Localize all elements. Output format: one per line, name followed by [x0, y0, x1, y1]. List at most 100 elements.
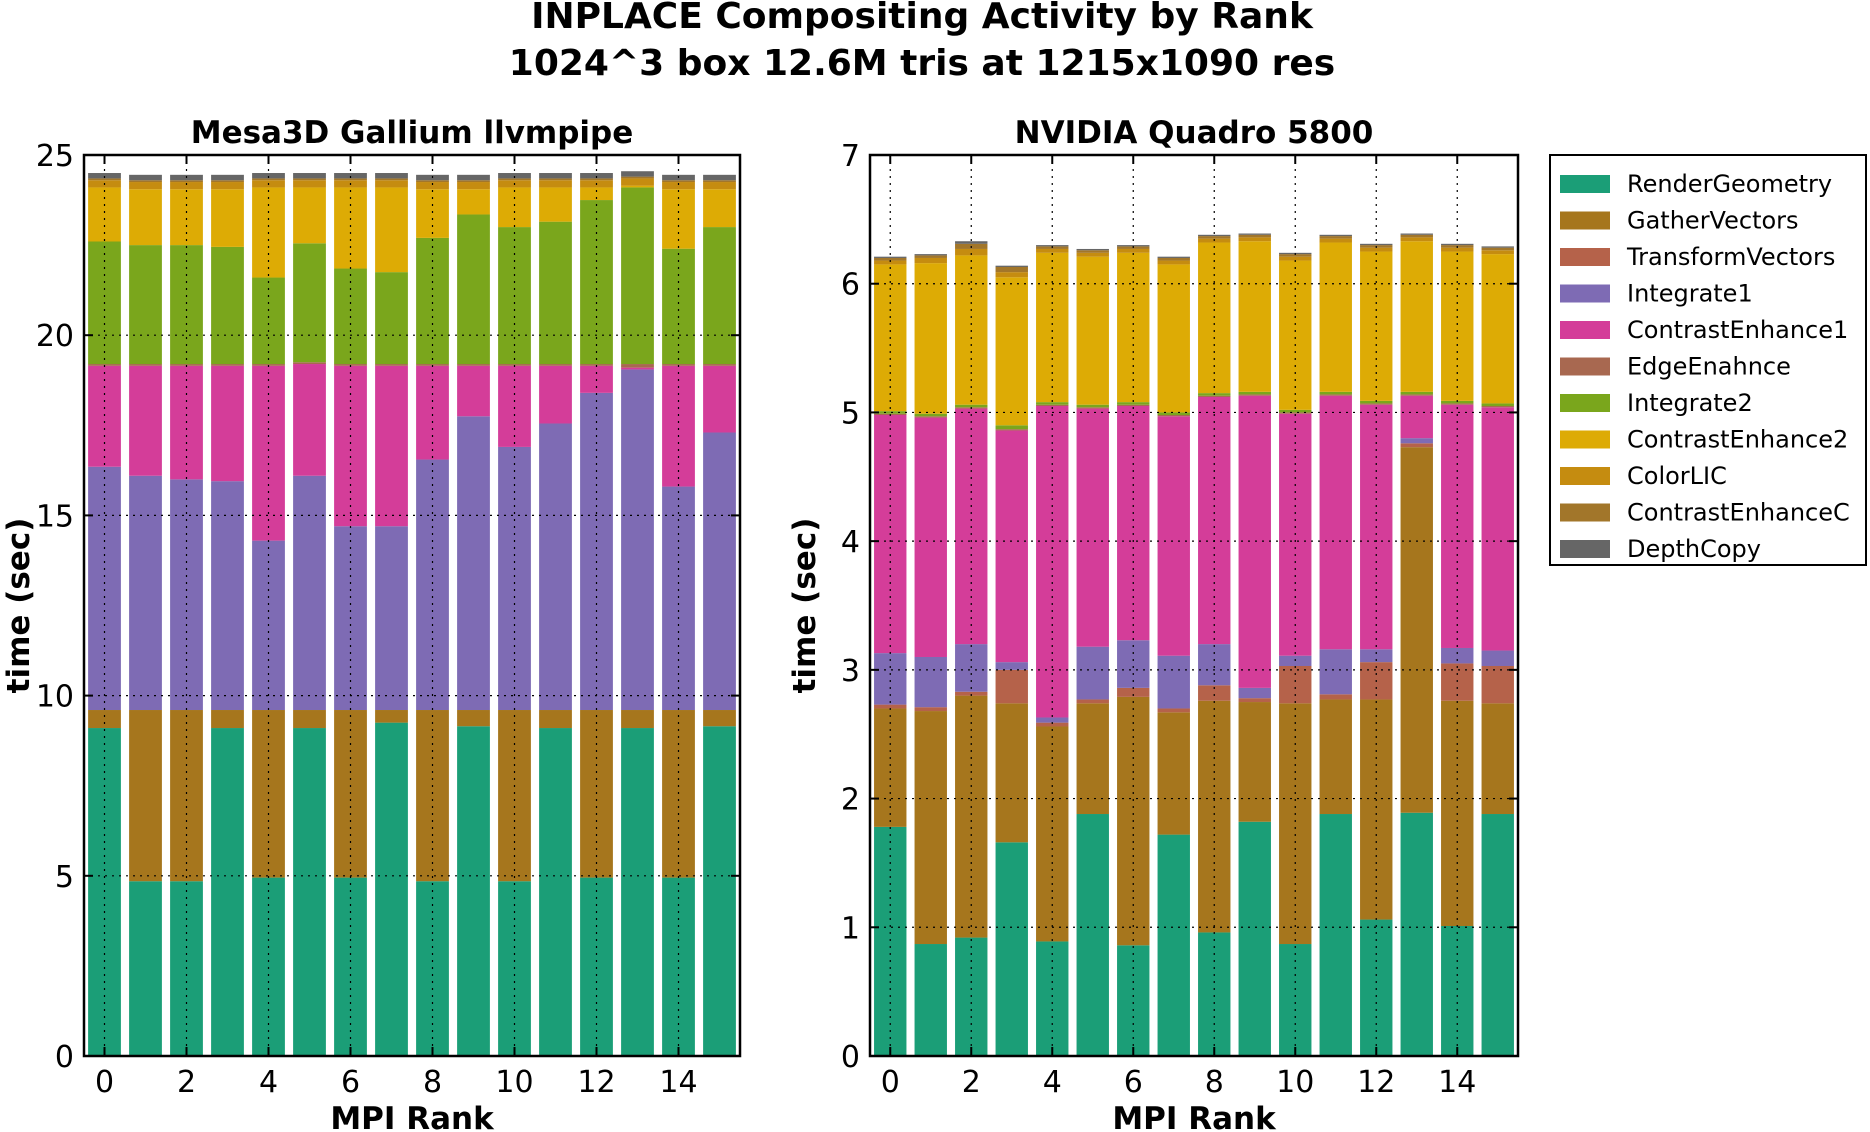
- bar-segment-rank2-TransformVectors: [955, 691, 988, 696]
- bar-segment-rank12-ContrastEnhance2: [580, 187, 613, 201]
- bar-segment-rank1-DepthCopy: [129, 174, 162, 181]
- bar-segment-rank8-Integrate2: [416, 237, 449, 365]
- bar-segment-rank0-GatherVectors: [874, 708, 907, 827]
- legend-label-EdgeEnahnce: EdgeEnahnce: [1627, 353, 1791, 381]
- bar-segment-rank4-ColorLIC: [1036, 248, 1069, 253]
- bar-segment-rank1-Integrate2: [129, 245, 162, 365]
- bar-segment-rank3-Integrate2: [211, 246, 244, 365]
- bar-segment-rank7-ColorLIC: [375, 180, 408, 188]
- bar-segment-rank6-ContrastEnhance1: [1117, 405, 1150, 641]
- bar-segment-rank1-ContrastEnhance1: [914, 417, 947, 657]
- x-tick-label: 10: [1276, 1065, 1314, 1100]
- bar-segment-rank6-DepthCopy: [334, 173, 367, 179]
- x-tick-label: 2: [177, 1065, 196, 1100]
- bar-segment-rank12-RenderGeometry: [580, 877, 613, 1056]
- bar-segment-rank3-ContrastEnhance2: [211, 189, 244, 247]
- bar-segment-rank1-RenderGeometry: [914, 944, 947, 1056]
- bar-segment-rank4-ContrastEnhanceC: [252, 178, 285, 181]
- bar-segment-rank10-ContrastEnhanceC: [1279, 254, 1312, 257]
- bar-segment-rank14-ColorLIC: [1441, 247, 1474, 252]
- bar-segment-rank3-ContrastEnhance1: [211, 365, 244, 482]
- bar-segment-rank14-Integrate1: [1441, 647, 1474, 664]
- bar-segment-rank11-ContrastEnhanceC: [539, 178, 572, 181]
- bar-segment-rank14-Integrate1: [662, 486, 695, 711]
- bar-segment-rank12-ContrastEnhance2: [1360, 251, 1393, 401]
- bar-segment-rank14-EdgeEnahnce: [1441, 403, 1474, 405]
- bar-segment-rank15-ContrastEnhance1: [1481, 407, 1514, 651]
- bar-segment-rank12-RenderGeometry: [1360, 919, 1393, 1056]
- bar-segment-rank15-TransformVectors: [1481, 666, 1514, 704]
- bar-segment-rank7-Integrate2: [1157, 412, 1190, 415]
- bar-segment-rank14-ContrastEnhance1: [662, 365, 695, 487]
- bar-segment-rank12-DepthCopy: [1360, 243, 1393, 246]
- bar-segment-rank8-ContrastEnhance2: [416, 189, 449, 238]
- bar-segment-rank6-ContrastEnhance1: [334, 365, 367, 527]
- y-tick-label: 5: [841, 396, 860, 431]
- bar-segment-rank13-DepthCopy: [621, 171, 654, 177]
- bar-segment-rank3-RenderGeometry: [995, 842, 1028, 1056]
- bar-segment-rank13-Integrate2: [621, 187, 654, 365]
- bar-segment-rank5-EdgeEnahnce: [1076, 407, 1109, 409]
- bar-segment-rank4-Integrate1: [1036, 717, 1069, 723]
- bar-segment-rank4-EdgeEnahnce: [1036, 404, 1069, 406]
- bar-segment-rank1-ContrastEnhance2: [129, 189, 162, 246]
- bar-segment-rank7-GatherVectors: [375, 710, 408, 723]
- y-tick-label: 7: [841, 139, 860, 174]
- bar-segment-rank7-ContrastEnhance1: [375, 365, 408, 527]
- y-tick-label: 1: [841, 911, 860, 946]
- bar-segment-rank15-Integrate1: [1481, 650, 1514, 666]
- y-tick-label: 2: [841, 783, 860, 818]
- bar-segment-rank0-GatherVectors: [88, 710, 121, 729]
- bar-segment-rank7-Integrate1: [375, 526, 408, 711]
- y-axis-label: time (sec): [1, 518, 37, 694]
- y-tick-label: 15: [36, 499, 74, 534]
- bar-segment-rank9-Integrate1: [457, 416, 490, 711]
- bar-segment-rank9-ColorLIC: [1238, 237, 1271, 242]
- bar-segment-rank11-ContrastEnhance1: [1319, 395, 1352, 650]
- bar-segment-rank11-EdgeEnahnce: [1319, 394, 1352, 396]
- bar-segment-rank13-Integrate1: [621, 369, 654, 711]
- bar-segment-rank15-EdgeEnahnce: [1481, 405, 1514, 408]
- bar-segment-rank13-ContrastEnhance1: [621, 367, 654, 370]
- legend-swatch-ContrastEnhanceC: [1560, 503, 1610, 522]
- bar-segment-rank15-ColorLIC: [1481, 250, 1514, 255]
- bar-segment-rank5-ColorLIC: [293, 180, 326, 188]
- bar-segment-rank6-EdgeEnahnce: [1117, 404, 1150, 406]
- bar-segment-rank13-TransformVectors: [1400, 443, 1433, 448]
- bar-segment-rank3-ColorLIC: [211, 182, 244, 190]
- bar-segment-rank0-DepthCopy: [88, 173, 121, 179]
- bar-segment-rank9-TransformVectors: [1238, 698, 1271, 703]
- bar-segment-rank12-ContrastEnhanceC: [580, 178, 613, 181]
- x-tick-label: 10: [495, 1065, 533, 1100]
- bar-segment-rank7-ColorLIC: [1157, 260, 1190, 265]
- bar-segment-rank7-EdgeEnahnce: [375, 364, 408, 366]
- bar-segment-rank11-DepthCopy: [1319, 234, 1352, 237]
- bar-segment-rank11-ContrastEnhance2: [539, 187, 572, 222]
- bar-segment-rank9-RenderGeometry: [457, 726, 490, 1056]
- bar-segment-rank2-DepthCopy: [955, 241, 988, 244]
- bar-segment-rank1-ContrastEnhance2: [914, 263, 947, 414]
- bar-segment-rank4-DepthCopy: [1036, 245, 1069, 247]
- legend-label-ContrastEnhance1: ContrastEnhance1: [1627, 316, 1848, 344]
- bar-segment-rank13-ContrastEnhance2: [1400, 241, 1433, 392]
- bar-segment-rank5-RenderGeometry: [1076, 814, 1109, 1056]
- bar-segment-rank0-DepthCopy: [874, 256, 907, 258]
- bar-segment-rank11-Integrate1: [1319, 649, 1352, 695]
- bar-segment-rank15-ContrastEnhanceC: [1481, 247, 1514, 251]
- bar-segment-rank5-RenderGeometry: [293, 728, 326, 1056]
- bar-segment-rank0-Integrate1: [88, 466, 121, 711]
- x-tick-label: 0: [95, 1065, 114, 1100]
- bar-segment-rank7-ContrastEnhance2: [1157, 264, 1190, 413]
- bar-segment-rank2-GatherVectors: [170, 710, 203, 882]
- bar-segment-rank15-RenderGeometry: [1481, 814, 1514, 1056]
- bar-segment-rank0-Integrate2: [874, 411, 907, 414]
- y-tick-label: 25: [36, 139, 74, 174]
- bar-segment-rank7-DepthCopy: [1157, 256, 1190, 258]
- bar-segment-rank11-GatherVectors: [1319, 699, 1352, 815]
- figure-title-line1: INPLACE Compositing Activity by Rank: [531, 0, 1314, 37]
- bar-segment-rank0-TransformVectors: [874, 704, 907, 709]
- legend-swatch-RenderGeometry: [1560, 175, 1610, 193]
- bar-segment-rank4-DepthCopy: [252, 173, 285, 179]
- bar-segment-rank15-Integrate1: [703, 432, 736, 711]
- bar-segment-rank9-RenderGeometry: [1238, 821, 1271, 1056]
